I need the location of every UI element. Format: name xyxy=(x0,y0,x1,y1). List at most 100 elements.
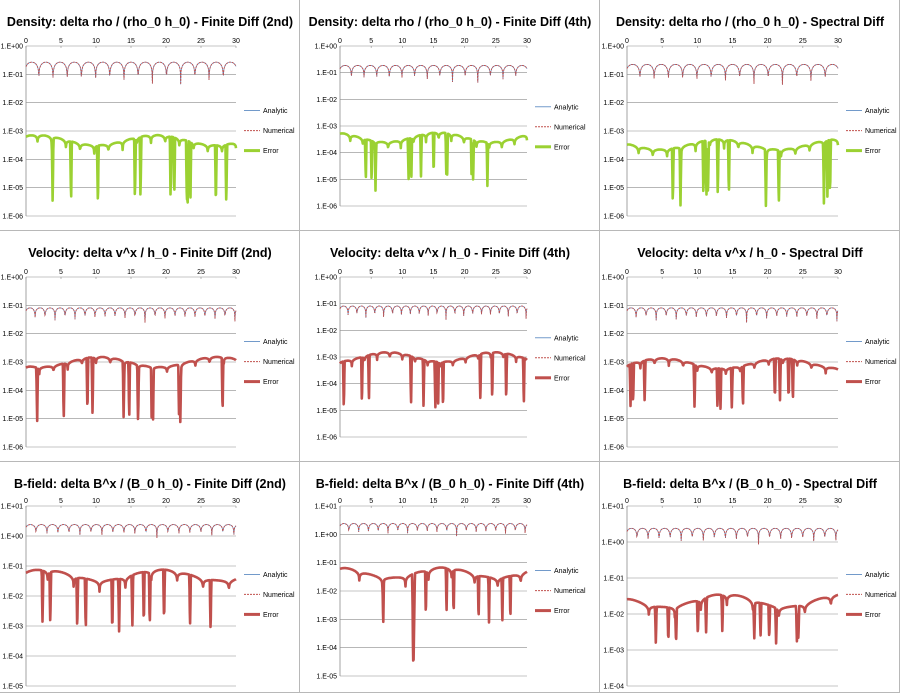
legend-label: Error xyxy=(865,612,881,619)
legend-label: Numerical xyxy=(263,592,295,599)
chart-title: B-field: delta B^x / (B_0 h_0) - Finite … xyxy=(316,477,584,491)
y-tick-label: 1.E+01 xyxy=(315,504,337,511)
legend-label: Analytic xyxy=(865,339,890,346)
series-numerical-line xyxy=(339,305,528,320)
x-tick-label: 10 xyxy=(398,38,406,45)
y-tick-label: 1.E-01 xyxy=(316,560,337,567)
x-tick-label: 20 xyxy=(162,269,170,276)
chart-panel: Velocity: delta v^x / h_0 - Spectral Dif… xyxy=(600,231,900,462)
series-analytic-line xyxy=(339,65,528,83)
y-tick-label: 1.E-01 xyxy=(316,70,337,77)
x-tick-label: 30 xyxy=(834,269,842,276)
x-tick-label: 15 xyxy=(127,498,135,505)
y-tick-label: 1.E+00 xyxy=(602,275,624,282)
chart-title: Density: delta rho / (rho_0 h_0) - Spect… xyxy=(616,15,885,29)
x-tick-label: 5 xyxy=(59,498,63,505)
y-tick-label: 1.E-01 xyxy=(316,301,337,308)
x-tick-label: 30 xyxy=(834,498,842,505)
x-tick-label: 20 xyxy=(461,38,469,45)
y-tick-label: 1.E+00 xyxy=(1,275,23,282)
x-tick-label: 15 xyxy=(729,38,737,45)
y-tick-label: 1.E-03 xyxy=(2,624,23,631)
legend-label: Numerical xyxy=(865,592,897,599)
x-tick-label: 15 xyxy=(729,498,737,505)
legend-label: Analytic xyxy=(865,572,890,579)
series-numerical-line xyxy=(626,63,839,85)
x-tick-label: 5 xyxy=(59,269,63,276)
x-tick-label: 30 xyxy=(834,38,842,45)
x-tick-label: 0 xyxy=(625,38,629,45)
x-tick-label: 10 xyxy=(92,498,100,505)
x-tick-label: 25 xyxy=(492,498,500,505)
y-tick-label: 1.E-04 xyxy=(603,388,624,395)
y-tick-label: 1.E-06 xyxy=(2,214,23,221)
chart-svg: B-field: delta B^x / (B_0 h_0) - Finite … xyxy=(315,477,586,681)
chart-svg: B-field: delta B^x / (B_0 h_0) - Spectra… xyxy=(602,477,897,691)
legend-label: Numerical xyxy=(554,124,586,131)
series-numerical-line xyxy=(339,65,528,83)
x-tick-label: 5 xyxy=(369,269,373,276)
y-tick-label: 1.E-02 xyxy=(2,100,23,107)
x-tick-label: 5 xyxy=(369,38,373,45)
y-tick-label: 1.E-03 xyxy=(316,355,337,362)
y-tick-label: 1.E-02 xyxy=(603,100,624,107)
y-tick-label: 1.E-04 xyxy=(316,381,337,388)
x-tick-label: 25 xyxy=(197,38,205,45)
series-analytic-line xyxy=(25,61,237,85)
series-error-line xyxy=(626,593,839,645)
chart-title: Velocity: delta v^x / h_0 - Finite Diff … xyxy=(28,246,271,260)
chart-panel: Velocity: delta v^x / h_0 - Finite Diff … xyxy=(0,231,300,462)
y-tick-label: 1.E-01 xyxy=(2,72,23,79)
chart-svg: Velocity: delta v^x / h_0 - Finite Diff … xyxy=(1,246,295,452)
chart-svg: Velocity: delta v^x / h_0 - Spectral Dif… xyxy=(602,246,897,452)
legend-label: Analytic xyxy=(554,104,579,111)
x-tick-label: 10 xyxy=(398,498,406,505)
series-error-line xyxy=(25,133,238,204)
y-tick-label: 1.E-03 xyxy=(2,129,23,136)
y-tick-label: 1.E-06 xyxy=(316,204,337,211)
y-tick-label: 1.E-05 xyxy=(603,416,624,423)
legend-label: Error xyxy=(865,148,881,155)
x-tick-label: 0 xyxy=(625,498,629,505)
legend-label: Analytic xyxy=(554,568,579,575)
x-tick-label: 15 xyxy=(729,269,737,276)
x-tick-label: 20 xyxy=(764,38,772,45)
y-tick-label: 1.E-01 xyxy=(2,564,23,571)
legend-label: Error xyxy=(865,379,881,386)
x-tick-label: 25 xyxy=(492,269,500,276)
legend-label: Numerical xyxy=(263,359,295,366)
y-tick-label: 1.E-04 xyxy=(603,684,624,691)
y-tick-label: 1.E-04 xyxy=(316,150,337,157)
series-numerical-line xyxy=(626,527,839,545)
x-tick-label: 25 xyxy=(492,38,500,45)
chart-svg: Velocity: delta v^x / h_0 - Finite Diff … xyxy=(315,246,586,442)
chart-svg: B-field: delta B^x / (B_0 h_0) - Finite … xyxy=(1,477,295,691)
chart-svg: Density: delta rho / (rho_0 h_0) - Finit… xyxy=(1,15,295,221)
chart-title: Density: delta rho / (rho_0 h_0) - Finit… xyxy=(309,15,592,29)
series-analytic-line xyxy=(339,305,528,320)
x-tick-label: 30 xyxy=(523,38,531,45)
series-numerical-line xyxy=(25,307,237,323)
x-tick-label: 5 xyxy=(59,38,63,45)
x-tick-label: 30 xyxy=(232,498,240,505)
y-tick-label: 1.E-01 xyxy=(603,576,624,583)
y-tick-label: 1.E-02 xyxy=(316,97,337,104)
x-tick-label: 20 xyxy=(162,498,170,505)
legend-label: Numerical xyxy=(865,359,897,366)
x-tick-label: 5 xyxy=(369,498,373,505)
y-tick-label: 1.E-04 xyxy=(2,654,23,661)
y-tick-label: 1.E-02 xyxy=(603,612,624,619)
y-tick-label: 1.E-06 xyxy=(316,435,337,442)
y-tick-label: 1.E-02 xyxy=(2,594,23,601)
series-error-line xyxy=(339,566,528,662)
series-numerical-line xyxy=(626,307,839,323)
legend-label: Analytic xyxy=(554,335,579,342)
chart-title: B-field: delta B^x / (B_0 h_0) - Spectra… xyxy=(623,477,878,491)
y-tick-label: 1.E-03 xyxy=(603,129,624,136)
x-tick-label: 0 xyxy=(24,269,28,276)
x-tick-label: 15 xyxy=(127,38,135,45)
x-tick-label: 15 xyxy=(430,498,438,505)
y-tick-label: 1.E-03 xyxy=(2,360,23,367)
y-tick-label: 1.E+01 xyxy=(1,504,23,511)
x-tick-label: 10 xyxy=(92,38,100,45)
